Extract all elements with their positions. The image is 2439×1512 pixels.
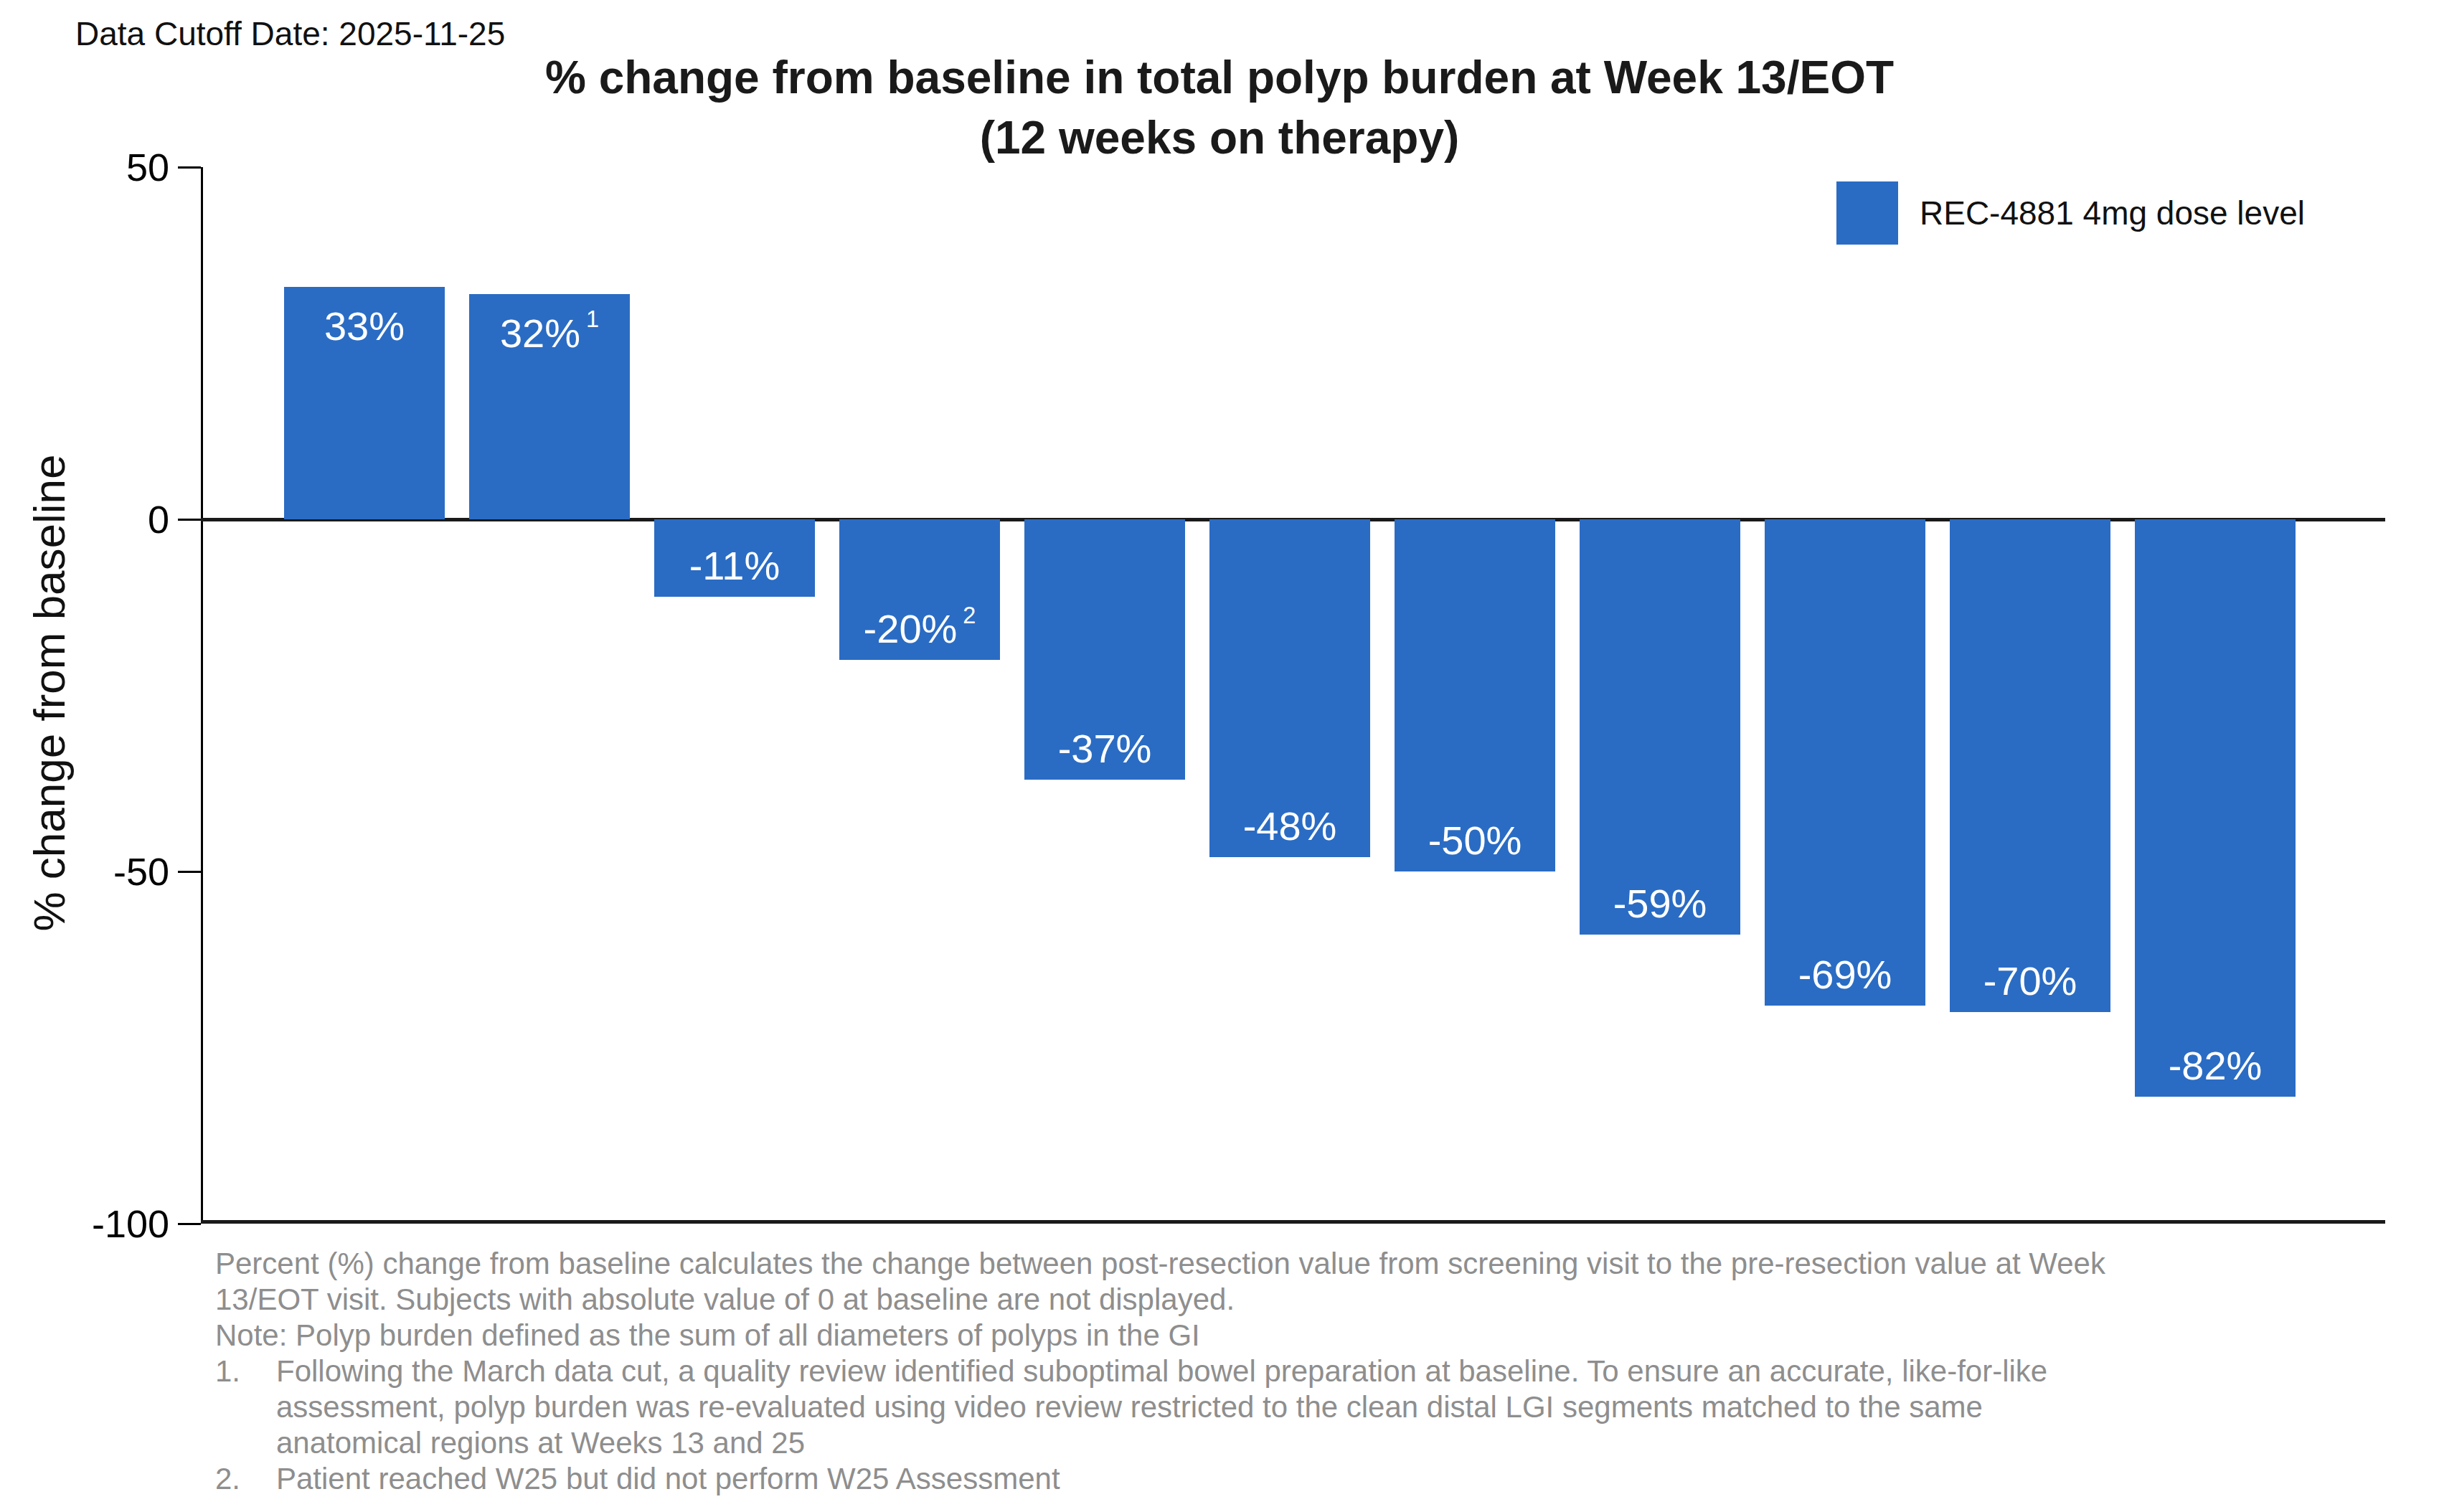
plot-area: 500-50-100 33%32%1-11%-20%2-37%-48%-50%-… bbox=[201, 167, 2385, 1224]
footnote-line: Percent (%) change from baseline calcula… bbox=[215, 1246, 2410, 1282]
bottom-axis-line bbox=[201, 1220, 2385, 1224]
footnote-line: Following the March data cut, a quality … bbox=[276, 1353, 2410, 1389]
y-axis-title: % change from baseline bbox=[24, 454, 75, 931]
y-tick-label: 50 bbox=[126, 145, 169, 189]
bar-value-label: -11% bbox=[654, 545, 815, 587]
y-tick-label: -50 bbox=[113, 849, 169, 894]
bar: -37% bbox=[1024, 519, 1185, 780]
y-tick-mark bbox=[178, 519, 201, 521]
footnote-number: 1. bbox=[215, 1353, 276, 1461]
footnote-line: 13/EOT visit. Subjects with absolute val… bbox=[215, 1282, 2410, 1318]
footnote-item: 1.Following the March data cut, a qualit… bbox=[215, 1353, 2410, 1461]
chart-title: % change from baseline in total polyp bu… bbox=[0, 47, 2439, 108]
footnote-line: assessment, polyp burden was re-evaluate… bbox=[276, 1389, 2410, 1425]
bar: -11% bbox=[654, 519, 815, 597]
bar-value-label: -20%2 bbox=[839, 608, 1000, 650]
bar-value-label: -48% bbox=[1209, 805, 1370, 847]
footnote-item: 2.Patient reached W25 but did not perfor… bbox=[215, 1461, 2410, 1497]
footnote-line: anatomical regions at Weeks 13 and 25 bbox=[276, 1425, 2410, 1461]
bar-value-label: -70% bbox=[1950, 960, 2110, 1002]
y-tick-label: -100 bbox=[92, 1201, 169, 1246]
y-axis-spine bbox=[201, 167, 203, 1224]
y-tick-mark bbox=[178, 1223, 201, 1225]
bar: -50% bbox=[1395, 519, 1555, 871]
bar: -48% bbox=[1209, 519, 1370, 857]
footnote-text: Patient reached W25 but did not perform … bbox=[276, 1461, 2410, 1497]
chart-title-block: % change from baseline in total polyp bu… bbox=[0, 47, 2439, 168]
bar: 32%1 bbox=[469, 294, 630, 519]
footnote-marker: 1 bbox=[586, 306, 599, 332]
bar-value-label: -37% bbox=[1024, 728, 1185, 770]
bar-value-label: -50% bbox=[1395, 820, 1555, 861]
bar: -82% bbox=[2135, 519, 2296, 1097]
bar-value-label: 33% bbox=[284, 306, 445, 347]
bar: -20%2 bbox=[839, 519, 1000, 660]
footnote-text: Following the March data cut, a quality … bbox=[276, 1353, 2410, 1461]
chart-canvas: Data Cutoff Date: 2025-11-25 % change fr… bbox=[0, 0, 2439, 1512]
bar: -59% bbox=[1580, 519, 1740, 935]
y-tick-label: 0 bbox=[148, 497, 169, 542]
bar-value-label: -82% bbox=[2135, 1045, 2296, 1087]
bar-value-label: -69% bbox=[1765, 954, 1925, 996]
chart-subtitle: (12 weeks on therapy) bbox=[0, 108, 2439, 168]
footnote-number: 2. bbox=[215, 1461, 276, 1497]
bar-value-label: -59% bbox=[1580, 883, 1740, 925]
bar-value-label: 32%1 bbox=[469, 313, 630, 354]
footnote-line: Note: Polyp burden defined as the sum of… bbox=[215, 1318, 2410, 1353]
y-tick-mark bbox=[178, 871, 201, 873]
bar: -70% bbox=[1950, 519, 2110, 1012]
footnotes: Percent (%) change from baseline calcula… bbox=[215, 1246, 2410, 1497]
footnote-marker: 2 bbox=[963, 603, 976, 628]
bar: -69% bbox=[1765, 519, 1925, 1006]
y-tick-mark bbox=[178, 166, 201, 169]
footnote-line: Patient reached W25 but did not perform … bbox=[276, 1461, 2410, 1497]
bar: 33% bbox=[284, 287, 445, 519]
